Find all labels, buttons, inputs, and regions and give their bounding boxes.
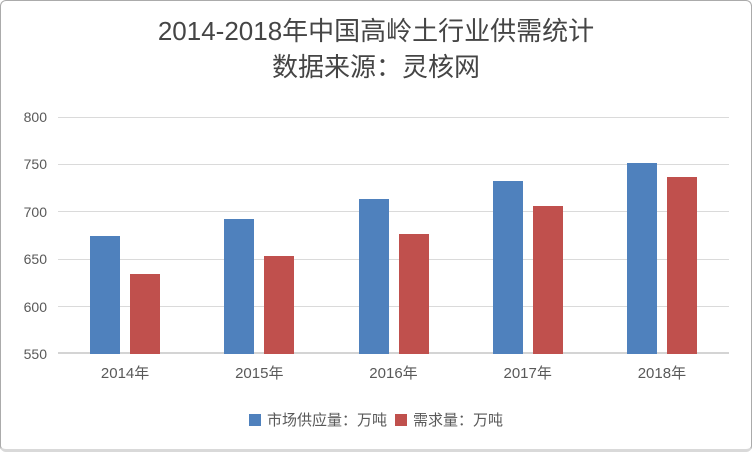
- y-axis-label-700: 700: [23, 203, 47, 220]
- y-axis-label-600: 600: [23, 298, 47, 315]
- x-axis-label-2018: 2018年: [637, 365, 687, 382]
- x-axis-line: [58, 352, 729, 354]
- demand-bar-2018: [666, 176, 697, 354]
- x-axis-label-2016: 2016年: [369, 365, 418, 382]
- legend-label-supply: 市场供应量：万吨: [266, 412, 387, 429]
- gridline-800: [58, 116, 729, 118]
- demand-bar-2014: [130, 274, 161, 354]
- legend: 市场供应量：万吨 需求量：万吨: [1, 409, 751, 430]
- supply-bar-2015: [224, 219, 255, 354]
- supply-bar-2018: [626, 163, 657, 354]
- chart-title-line2: 数据来源：灵核网: [271, 52, 480, 82]
- legend-swatch-supply-icon: [248, 413, 261, 426]
- gridline-650: [58, 258, 729, 260]
- x-axis-label-2014: 2014年: [100, 365, 150, 382]
- plot-area: [58, 116, 729, 354]
- chart-title: 2014-2018年中国高岭土行业供需统计 数据来源：灵核网: [1, 13, 751, 85]
- gridline-600: [58, 306, 729, 308]
- legend-swatch-demand-icon: [395, 413, 407, 426]
- y-axis-label-750: 750: [23, 156, 47, 173]
- demand-bar-2015: [264, 256, 295, 354]
- y-axis-label-650: 650: [23, 251, 47, 268]
- gridline-750: [58, 163, 729, 165]
- gridline-700: [58, 211, 729, 213]
- legend-item-supply: 市场供应量：万吨: [248, 409, 387, 430]
- x-axis-label-2015: 2015年: [235, 365, 284, 382]
- y-axis-label-550: 550: [23, 346, 47, 362]
- y-axis-label-800: 800: [23, 109, 47, 125]
- supply-bar-2017: [492, 181, 523, 354]
- x-axis-labels: 2014年 2015年 2016年 2017年 2018年: [58, 364, 729, 384]
- chart-title-line1: 2014-2018年中国高岭土行业供需统计: [157, 16, 595, 46]
- supply-bar-2016: [358, 199, 389, 354]
- demand-bar-2016: [398, 233, 429, 354]
- supply-bar-2014: [90, 235, 121, 354]
- x-axis-label-2017: 2017年: [503, 365, 552, 382]
- y-axis-labels: 550 600 650 700 750 800: [6, 109, 47, 362]
- legend-label-demand: 需求量：万吨: [413, 412, 504, 429]
- demand-bar-2017: [532, 206, 563, 354]
- legend-item-demand: 需求量：万吨: [395, 409, 503, 430]
